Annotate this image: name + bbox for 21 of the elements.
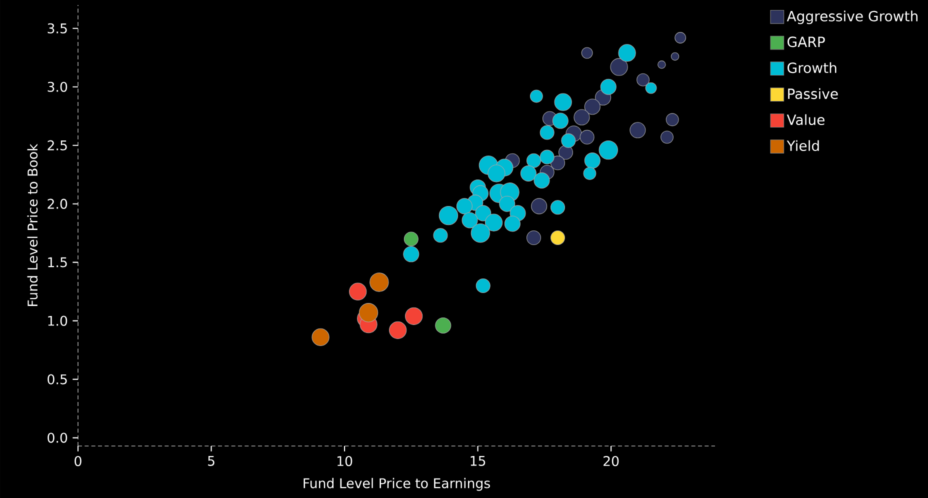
legend-label: Growth bbox=[788, 62, 836, 74]
x-tick-label: 15 bbox=[470, 456, 486, 466]
y-tick-label: 3.0 bbox=[48, 82, 68, 92]
y-tick-label: 1.5 bbox=[48, 257, 67, 268]
legend-label: Aggressive Growth bbox=[786, 10, 918, 24]
legend-label: Value bbox=[786, 114, 824, 126]
legend-label: GARP bbox=[788, 36, 825, 48]
x-tick-label: 0 bbox=[74, 456, 82, 466]
y-axis-title: Fund Level Price to Book bbox=[27, 144, 38, 306]
y-tick-label: 2.5 bbox=[48, 140, 67, 150]
legend-label: Passive bbox=[788, 88, 838, 100]
y-tick-label: 1.0 bbox=[48, 316, 68, 326]
y-tick-label: 0.0 bbox=[48, 432, 68, 443]
x-tick-label: 5 bbox=[208, 456, 214, 466]
y-tick-label: 3.5 bbox=[48, 23, 67, 34]
legend-label: Yield bbox=[786, 140, 819, 152]
y-tick-label: 2.0 bbox=[48, 198, 68, 209]
x-tick-label: 20 bbox=[604, 456, 619, 466]
x-axis-title: Fund Level Price to Earnings bbox=[304, 478, 490, 491]
x-tick-label: 10 bbox=[338, 456, 352, 466]
y-tick-label: 0.5 bbox=[48, 374, 67, 384]
